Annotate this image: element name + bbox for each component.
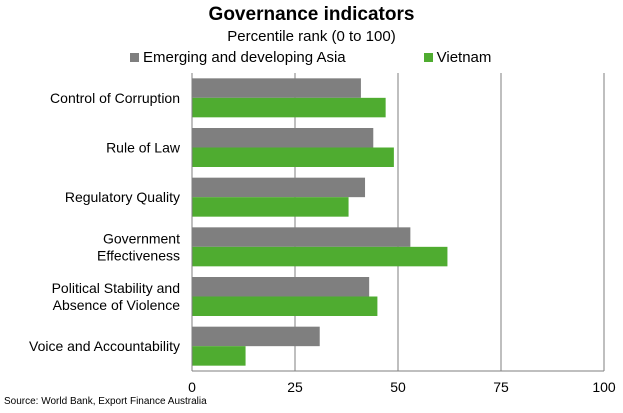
bar-asia-2 [192,177,366,198]
legend-swatch-vietnam [423,53,433,62]
category-label-4: Political Stability and Absence of Violen… [52,280,181,313]
bar-vietnam-1 [192,147,394,167]
chart-title: Governance indicators [208,4,415,25]
legend-swatch-asia [130,53,139,62]
bar-vietnam-2 [192,197,349,217]
bar-asia-0 [192,78,361,98]
x-tick-label-1: 25 [287,379,303,395]
bar-vietnam-3 [192,246,448,267]
bar-asia-5 [192,326,320,347]
category-label-2: Regulatory Quality [65,189,180,205]
legend-item-asia: Emerging and developing Asia [130,49,346,66]
source-note: Source: World Bank, Export Finance Austr… [4,396,207,407]
chart-subtitle: Percentile rank (0 to 100) [227,28,396,45]
legend-label-vietnam: Vietnam [436,49,492,66]
bar-asia-4 [192,277,370,297]
legend-item-vietnam: Vietnam [423,49,492,66]
x-tick-label-3: 75 [493,379,509,395]
x-tick-label-0: 0 [188,379,196,395]
x-tick-label-2: 50 [390,379,406,395]
category-label-1: Rule of Law [106,140,181,156]
legend: Emerging and developing Asia Vietnam [130,49,569,66]
category-label-0: Control of Corruption [50,90,180,106]
x-tick-label-4: 100 [592,379,616,395]
category-label-3: Government Effectiveness [97,230,180,263]
bar-vietnam-4 [192,296,378,316]
category-label-5: Voice and Accountability [29,338,180,354]
bar-vietnam-5 [192,346,246,366]
bar-asia-3 [192,227,411,247]
legend-label-asia: Emerging and developing Asia [143,49,346,66]
bar-vietnam-0 [192,97,386,118]
bar-asia-1 [192,128,374,148]
